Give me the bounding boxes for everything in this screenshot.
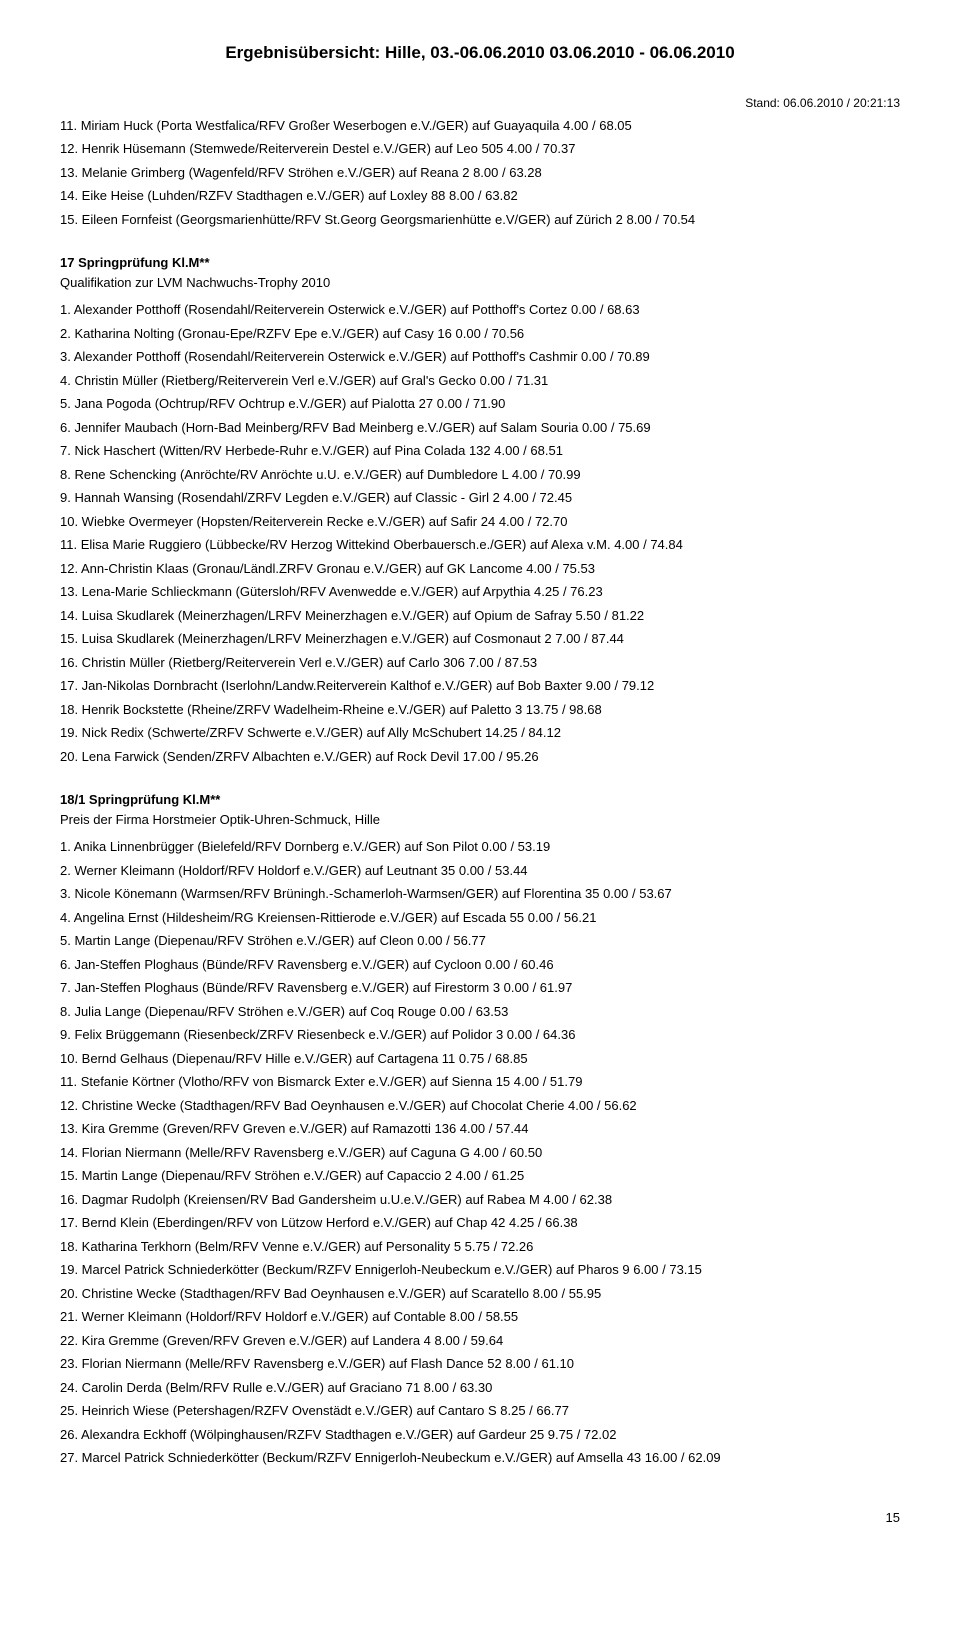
result-entry: 2. Katharina Nolting (Gronau-Epe/RZFV Ep… xyxy=(60,324,900,344)
result-entry: 22. Kira Gremme (Greven/RFV Greven e.V./… xyxy=(60,1331,900,1351)
result-entry: 5. Martin Lange (Diepenau/RFV Ströhen e.… xyxy=(60,931,900,951)
result-entry: 21. Werner Kleimann (Holdorf/RFV Holdorf… xyxy=(60,1307,900,1327)
section-3-sub: Preis der Firma Horstmeier Optik-Uhren-S… xyxy=(60,810,900,830)
result-entry: 9. Hannah Wansing (Rosendahl/ZRFV Legden… xyxy=(60,488,900,508)
result-entry: 10. Wiebke Overmeyer (Hopsten/Reitervere… xyxy=(60,512,900,532)
result-entry: 14. Florian Niermann (Melle/RFV Ravensbe… xyxy=(60,1143,900,1163)
result-entry: 19. Nick Redix (Schwerte/ZRFV Schwerte e… xyxy=(60,723,900,743)
result-entry: 15. Martin Lange (Diepenau/RFV Ströhen e… xyxy=(60,1166,900,1186)
result-entry: 20. Christine Wecke (Stadthagen/RFV Bad … xyxy=(60,1284,900,1304)
result-entry: 14. Luisa Skudlarek (Meinerzhagen/LRFV M… xyxy=(60,606,900,626)
result-entry: 13. Melanie Grimberg (Wagenfeld/RFV Strö… xyxy=(60,163,900,183)
result-entry: 12. Christine Wecke (Stadthagen/RFV Bad … xyxy=(60,1096,900,1116)
result-entry: 25. Heinrich Wiese (Petershagen/RZFV Ove… xyxy=(60,1401,900,1421)
section-2: 17 Springprüfung Kl.M** Qualifikation zu… xyxy=(60,253,900,766)
result-entry: 5. Jana Pogoda (Ochtrup/RFV Ochtrup e.V.… xyxy=(60,394,900,414)
result-entry: 17. Bernd Klein (Eberdingen/RFV von Lütz… xyxy=(60,1213,900,1233)
result-entry: 11. Miriam Huck (Porta Westfalica/RFV Gr… xyxy=(60,116,900,136)
result-entry: 15. Luisa Skudlarek (Meinerzhagen/LRFV M… xyxy=(60,629,900,649)
result-entry: 1. Anika Linnenbrügger (Bielefeld/RFV Do… xyxy=(60,837,900,857)
result-entry: 15. Eileen Fornfeist (Georgsmarienhütte/… xyxy=(60,210,900,230)
result-entry: 3. Nicole Könemann (Warmsen/RFV Brüningh… xyxy=(60,884,900,904)
result-entry: 4. Angelina Ernst (Hildesheim/RG Kreiens… xyxy=(60,908,900,928)
result-entry: 11. Stefanie Körtner (Vlotho/RFV von Bis… xyxy=(60,1072,900,1092)
section-1: 11. Miriam Huck (Porta Westfalica/RFV Gr… xyxy=(60,116,900,230)
result-entry: 24. Carolin Derda (Belm/RFV Rulle e.V./G… xyxy=(60,1378,900,1398)
page-title: Ergebnisübersicht: Hille, 03.-06.06.2010… xyxy=(60,40,900,66)
result-entry: 13. Lena-Marie Schlieckmann (Gütersloh/R… xyxy=(60,582,900,602)
result-entry: 12. Henrik Hüsemann (Stemwede/Reitervere… xyxy=(60,139,900,159)
section-3: 18/1 Springprüfung Kl.M** Preis der Firm… xyxy=(60,790,900,1468)
section-3-header: 18/1 Springprüfung Kl.M** xyxy=(60,790,900,810)
result-entry: 20. Lena Farwick (Senden/ZRFV Albachten … xyxy=(60,747,900,767)
result-entry: 16. Christin Müller (Rietberg/Reitervere… xyxy=(60,653,900,673)
result-entry: 16. Dagmar Rudolph (Kreiensen/RV Bad Gan… xyxy=(60,1190,900,1210)
result-entry: 26. Alexandra Eckhoff (Wölpinghausen/RZF… xyxy=(60,1425,900,1445)
result-entry: 13. Kira Gremme (Greven/RFV Greven e.V./… xyxy=(60,1119,900,1139)
result-entry: 19. Marcel Patrick Schniederkötter (Beck… xyxy=(60,1260,900,1280)
result-entry: 8. Julia Lange (Diepenau/RFV Ströhen e.V… xyxy=(60,1002,900,1022)
result-entry: 10. Bernd Gelhaus (Diepenau/RFV Hille e.… xyxy=(60,1049,900,1069)
section-2-header: 17 Springprüfung Kl.M** xyxy=(60,253,900,273)
section-2-sub: Qualifikation zur LVM Nachwuchs-Trophy 2… xyxy=(60,273,900,293)
stand-timestamp: Stand: 06.06.2010 / 20:21:13 xyxy=(60,94,900,112)
result-entry: 11. Elisa Marie Ruggiero (Lübbecke/RV He… xyxy=(60,535,900,555)
result-entry: 2. Werner Kleimann (Holdorf/RFV Holdorf … xyxy=(60,861,900,881)
result-entry: 9. Felix Brüggemann (Riesenbeck/ZRFV Rie… xyxy=(60,1025,900,1045)
result-entry: 3. Alexander Potthoff (Rosendahl/Reiterv… xyxy=(60,347,900,367)
result-entry: 6. Jennifer Maubach (Horn-Bad Meinberg/R… xyxy=(60,418,900,438)
result-entry: 1. Alexander Potthoff (Rosendahl/Reiterv… xyxy=(60,300,900,320)
result-entry: 12. Ann-Christin Klaas (Gronau/Ländl.ZRF… xyxy=(60,559,900,579)
result-entry: 7. Jan-Steffen Ploghaus (Bünde/RFV Raven… xyxy=(60,978,900,998)
result-entry: 27. Marcel Patrick Schniederkötter (Beck… xyxy=(60,1448,900,1468)
result-entry: 18. Katharina Terkhorn (Belm/RFV Venne e… xyxy=(60,1237,900,1257)
result-entry: 18. Henrik Bockstette (Rheine/ZRFV Wadel… xyxy=(60,700,900,720)
result-entry: 6. Jan-Steffen Ploghaus (Bünde/RFV Raven… xyxy=(60,955,900,975)
result-entry: 4. Christin Müller (Rietberg/Reiterverei… xyxy=(60,371,900,391)
result-entry: 17. Jan-Nikolas Dornbracht (Iserlohn/Lan… xyxy=(60,676,900,696)
result-entry: 7. Nick Haschert (Witten/RV Herbede-Ruhr… xyxy=(60,441,900,461)
page-number: 15 xyxy=(60,1508,900,1528)
result-entry: 8. Rene Schencking (Anröchte/RV Anröchte… xyxy=(60,465,900,485)
result-entry: 23. Florian Niermann (Melle/RFV Ravensbe… xyxy=(60,1354,900,1374)
result-entry: 14. Eike Heise (Luhden/RZFV Stadthagen e… xyxy=(60,186,900,206)
